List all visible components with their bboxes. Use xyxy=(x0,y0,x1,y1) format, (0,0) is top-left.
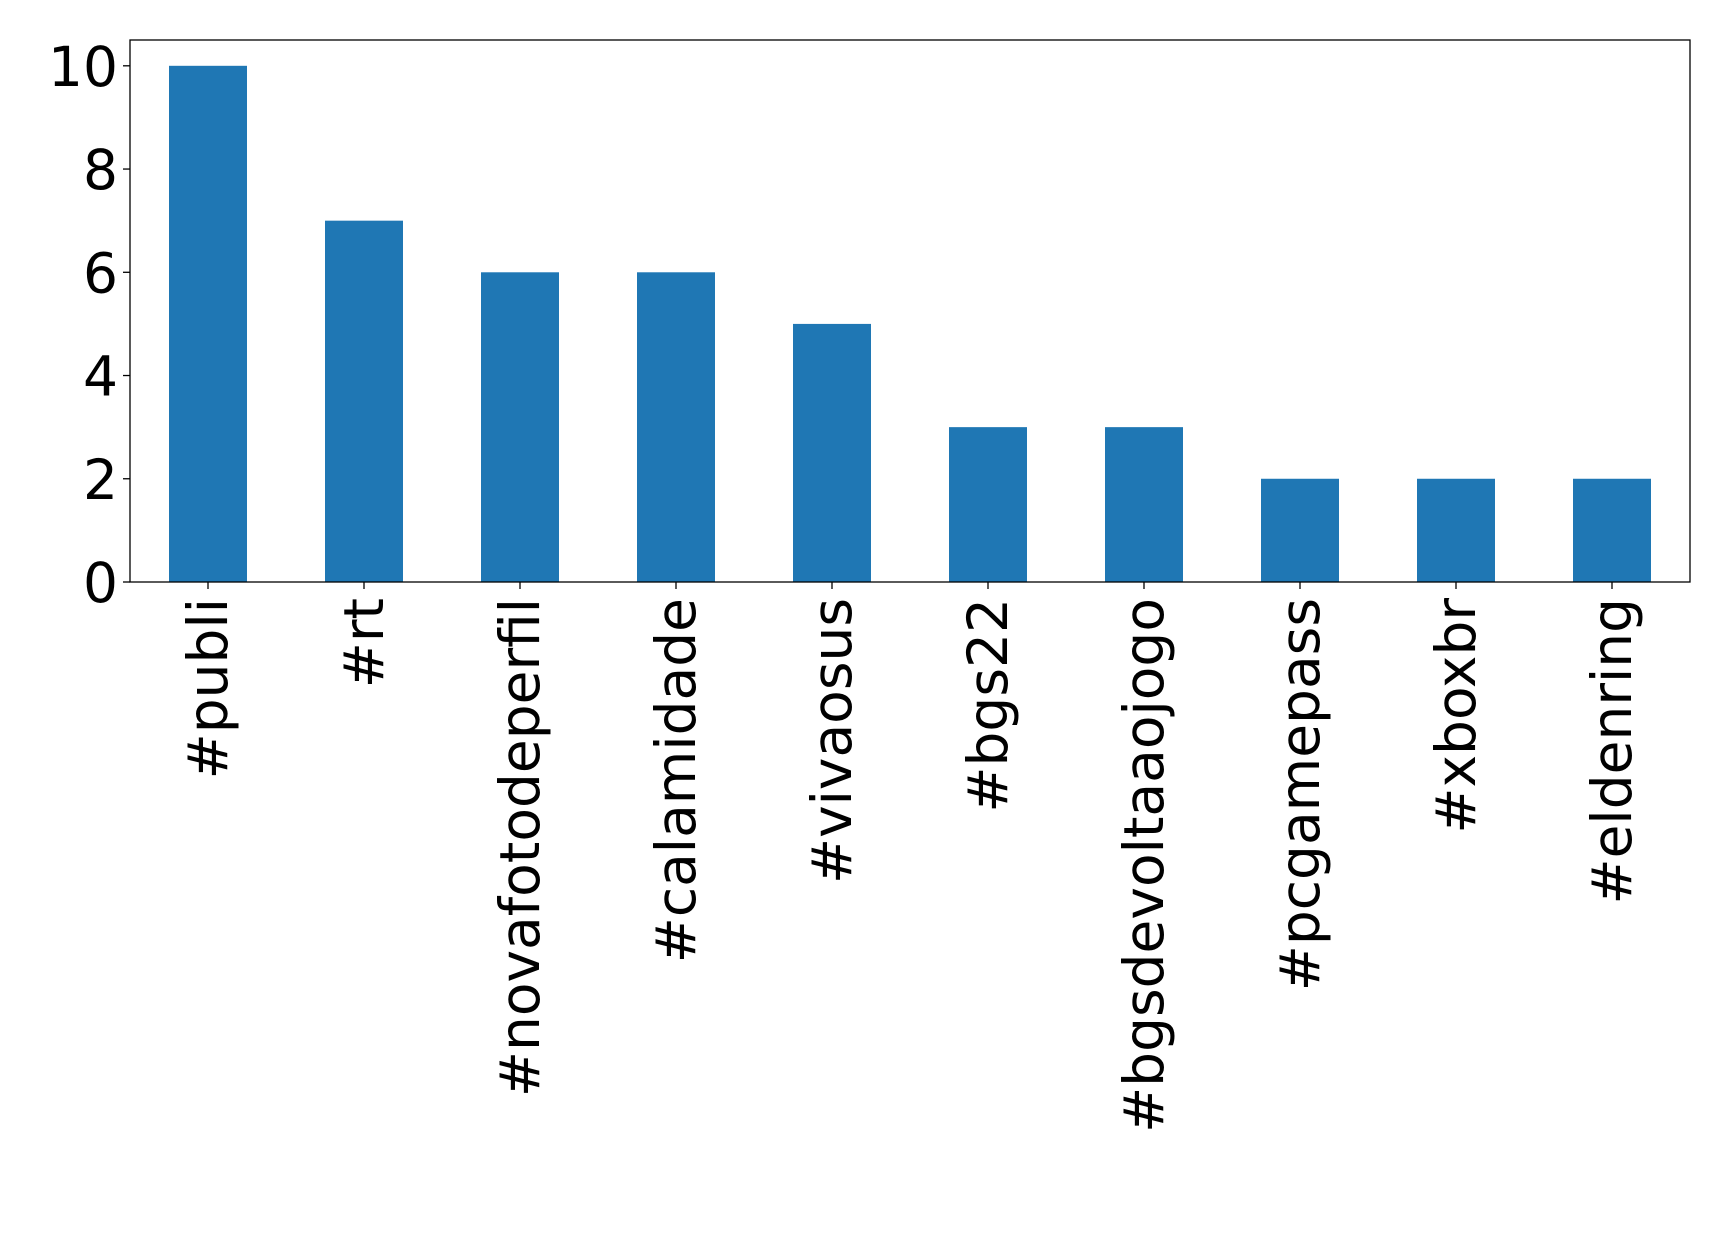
plot-frame xyxy=(129,39,1691,583)
bar-bgs22 xyxy=(949,427,1027,582)
x-tick-label: #bgsdevoltaaojogo xyxy=(1112,598,1176,1133)
x-tick-label: #publi xyxy=(176,598,240,779)
x-tick-label: #eldenring xyxy=(1580,598,1644,904)
bar-novafotodeperfil xyxy=(481,272,559,582)
x-tick-label: #xboxbr xyxy=(1424,598,1488,834)
y-axis: 0 2 4 6 8 10 xyxy=(48,35,130,615)
y-tick-label: 8 xyxy=(83,138,118,202)
bar-calamidade xyxy=(637,272,715,582)
x-tick-label: #novafotodeperfil xyxy=(488,598,552,1097)
x-axis: #publi #rt #novafotodeperfil #calamidade #vi… xyxy=(176,582,1644,1133)
bar-bgsdevoltaaojogo xyxy=(1105,427,1183,582)
y-tick-label: 10 xyxy=(48,35,118,99)
x-tick-label: #calamidade xyxy=(644,598,708,963)
bar-pcgamepass xyxy=(1261,478,1339,582)
x-tick-label: #bgs22 xyxy=(956,598,1020,813)
y-tick-label: 6 xyxy=(83,241,118,305)
x-tick-label: #rt xyxy=(332,598,396,688)
bar-xboxbr xyxy=(1417,478,1495,582)
x-tick-label: #vivaosus xyxy=(800,598,864,884)
x-tick-label: #pcgamepass xyxy=(1268,598,1332,991)
y-tick-label: 2 xyxy=(83,448,118,512)
y-tick-label: 4 xyxy=(83,345,118,409)
bars-layer xyxy=(169,65,1651,583)
y-tick-label: 0 xyxy=(83,551,118,615)
bar-publi xyxy=(169,65,247,583)
bar-vivaosus xyxy=(793,323,871,582)
bar-rt xyxy=(325,220,403,582)
bar-eldenring xyxy=(1573,478,1651,582)
